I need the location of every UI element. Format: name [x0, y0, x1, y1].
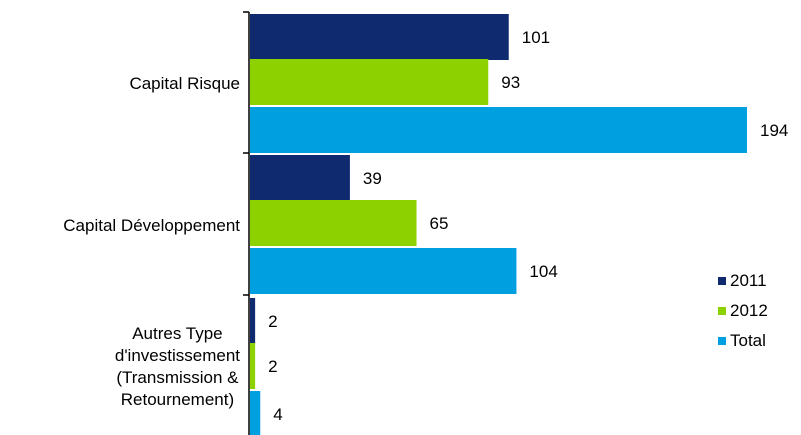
bar-2011-0	[250, 14, 509, 60]
data-label: 101	[522, 28, 550, 47]
data-label: 2	[268, 357, 277, 376]
data-label: 104	[529, 262, 557, 281]
category-label-line: Capital Risque	[129, 74, 240, 93]
legend-label: 2011	[730, 271, 767, 290]
bar-2011-1	[250, 155, 350, 201]
bar-2012-1	[250, 200, 417, 246]
bar-total-0	[250, 107, 747, 153]
data-label: 39	[363, 169, 382, 188]
data-label: 194	[760, 121, 788, 140]
legend-swatch	[718, 307, 726, 315]
category-label-line: d'investissement	[114, 346, 240, 365]
category-label: Capital Risque	[129, 73, 240, 95]
category-label-line: Capital Développement	[63, 216, 240, 235]
data-label: 93	[501, 73, 520, 92]
bar-2012-2	[250, 343, 256, 389]
data-label: 65	[430, 214, 449, 233]
legend-item: 2012	[718, 296, 768, 326]
data-label: 2	[268, 312, 277, 331]
legend-label: Total	[730, 331, 766, 350]
legend-item: 2011	[718, 266, 768, 296]
legend-item: Total	[718, 326, 768, 356]
category-label: Autres Type d'investissement (Transmission…	[115, 323, 240, 411]
bar-total-2	[250, 391, 261, 435]
bar-total-1	[250, 248, 517, 294]
legend: 2011 2012 Total	[718, 266, 768, 356]
category-label: Capital Développement	[63, 215, 240, 237]
bar-2012-0	[250, 59, 489, 105]
category-label-line: Autres Type	[132, 324, 223, 343]
bar-2011-2	[250, 298, 256, 344]
legend-swatch	[718, 277, 726, 285]
category-label-line: Retournement)	[120, 390, 235, 409]
legend-swatch	[718, 337, 726, 345]
data-label: 4	[273, 405, 282, 424]
category-label-line: (Transmission &	[116, 368, 239, 387]
legend-label: 2012	[730, 301, 768, 320]
